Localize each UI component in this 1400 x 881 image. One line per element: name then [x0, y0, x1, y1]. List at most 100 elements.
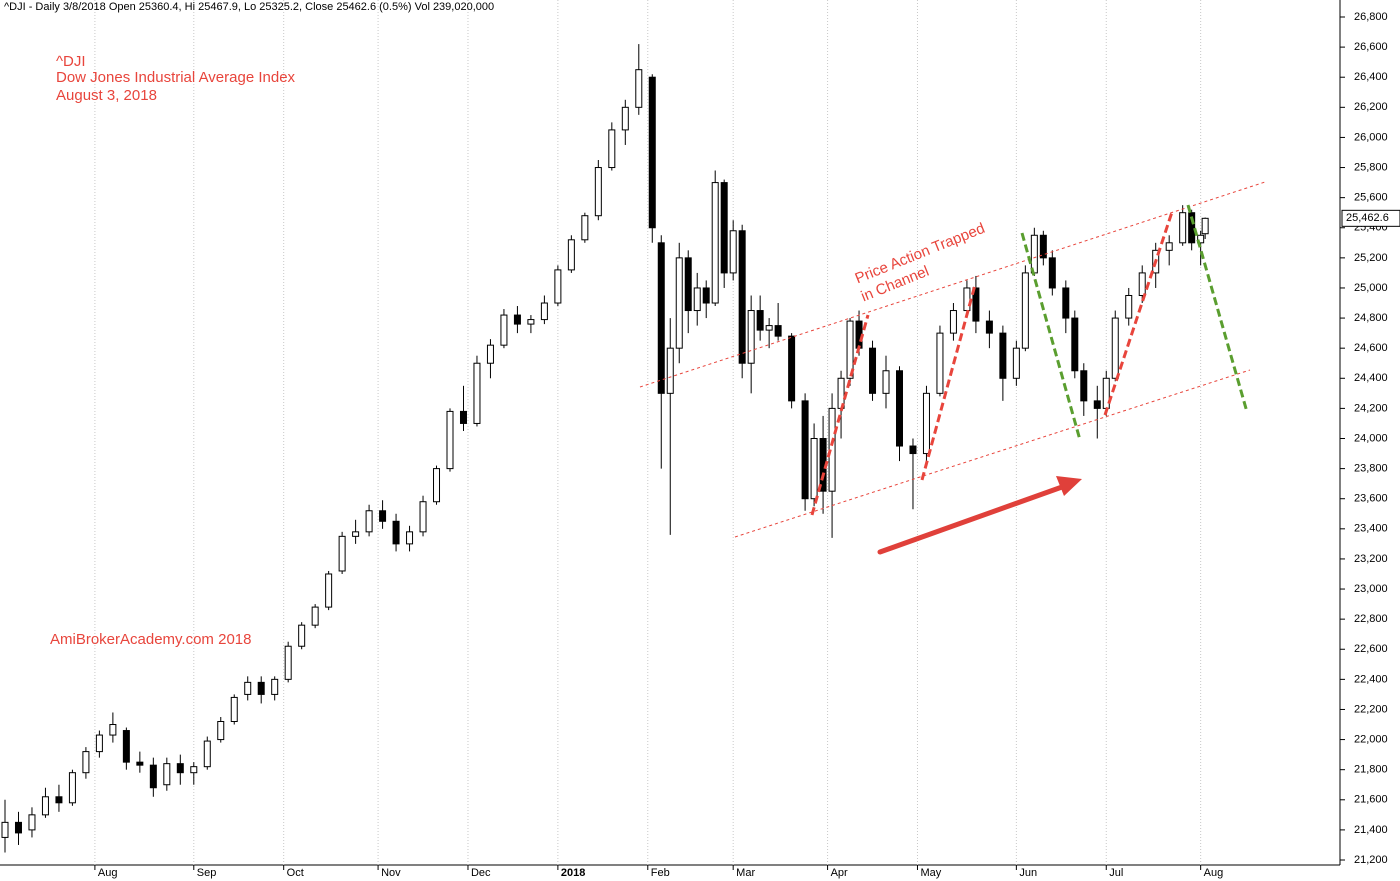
grid	[94, 0, 1202, 865]
y-tick-label: 22,000	[1354, 733, 1388, 745]
candle-body	[922, 392, 930, 455]
watermark: AmiBrokerAcademy.com 2018	[50, 631, 251, 648]
candle-body	[963, 287, 971, 312]
candle-body	[909, 445, 917, 455]
arrow-head	[1056, 476, 1082, 496]
candle-body	[729, 230, 737, 274]
candle-body	[325, 573, 333, 608]
candle-body	[635, 69, 643, 108]
candle-body	[311, 606, 319, 626]
candle-body	[365, 510, 373, 533]
x-tick-label: Mar	[736, 867, 755, 879]
y-tick-label: 22,800	[1354, 613, 1388, 625]
candle-body	[999, 332, 1007, 379]
candle-body	[68, 772, 76, 804]
x-tick-label: Feb	[651, 867, 670, 879]
candle-body	[1093, 400, 1101, 409]
x-tick-label: Apr	[831, 867, 848, 879]
y-tick-label: 25,800	[1354, 161, 1388, 173]
swing-up	[920, 284, 977, 481]
x-tick-label: Aug	[1204, 867, 1224, 879]
y-tick-label: 21,600	[1354, 794, 1388, 806]
candle-body	[711, 182, 719, 304]
candle-body	[406, 531, 414, 545]
y-tick-label: 21,200	[1354, 854, 1388, 866]
candle-body	[985, 320, 993, 334]
candle-body	[1039, 234, 1047, 259]
y-tick-label: 26,800	[1354, 11, 1388, 23]
y-tick-label: 26,000	[1354, 131, 1388, 143]
x-tick-label: Oct	[287, 867, 304, 879]
candle-body	[972, 287, 980, 322]
candle-body	[581, 215, 589, 241]
candle-body	[28, 814, 36, 831]
candle-body	[801, 400, 809, 500]
candle-body	[1125, 294, 1133, 319]
candle-body	[810, 438, 818, 500]
y-tick-label: 23,600	[1354, 493, 1388, 505]
candle-body	[1102, 377, 1110, 409]
date: August 3, 2018	[56, 87, 157, 104]
y-tick-label: 24,400	[1354, 372, 1388, 384]
y-tick-label: 22,400	[1354, 673, 1388, 685]
candle-body	[882, 370, 890, 394]
candle-body	[936, 332, 944, 394]
candle-body	[284, 645, 292, 680]
y-tick-label: 24,200	[1354, 402, 1388, 414]
candle-body	[419, 501, 427, 533]
candle-body	[244, 681, 252, 695]
candle-body	[122, 730, 130, 763]
candle-body	[230, 696, 238, 723]
candles	[1, 44, 1209, 853]
y-tick-label: 25,200	[1354, 252, 1388, 264]
x-tick-label: Sep	[197, 867, 217, 879]
x-tick-label: Nov	[381, 867, 401, 879]
candle-body	[895, 370, 903, 447]
candle-body	[608, 129, 616, 169]
channel-upper	[639, 181, 1266, 388]
candle-body	[540, 302, 548, 321]
candle-body	[1048, 257, 1056, 289]
x-tick-label: May	[920, 867, 941, 879]
swing-down	[1186, 204, 1249, 413]
candle-body	[702, 287, 710, 304]
candle-body	[55, 796, 63, 804]
candle-body	[621, 106, 629, 131]
candle-body	[869, 347, 877, 394]
candle-body	[747, 310, 755, 364]
x-tick-label: Dec	[471, 867, 491, 879]
candle-body	[657, 242, 665, 394]
subtitle: Dow Jones Industrial Average Index	[56, 69, 296, 86]
candle-body	[675, 257, 683, 349]
y-tick-label: 25,000	[1354, 282, 1388, 294]
channel-lower	[734, 369, 1251, 538]
last-price-box	[1341, 209, 1400, 227]
candle-body	[298, 624, 306, 647]
y-tick-label: 22,600	[1354, 643, 1388, 655]
candle-body	[1080, 370, 1088, 402]
candle-body	[1188, 212, 1196, 244]
candle-body	[257, 681, 265, 695]
candle-body	[1165, 242, 1173, 251]
candle-body	[338, 535, 346, 572]
candle-body	[459, 410, 467, 424]
candle-body	[648, 76, 656, 229]
candle-body	[1138, 272, 1146, 296]
candle-body	[1111, 317, 1119, 379]
candle-body	[14, 821, 22, 834]
candle-body	[500, 314, 508, 346]
candle-body	[756, 310, 764, 331]
y-tick-label: 21,400	[1354, 824, 1388, 836]
y-tick-label: 24,800	[1354, 312, 1388, 324]
candle-body	[1071, 317, 1079, 372]
candle-body	[41, 796, 49, 816]
y-tick-label: 24,600	[1354, 342, 1388, 354]
y-tick-label: 26,200	[1354, 101, 1388, 113]
x-tick-label: Jul	[1109, 867, 1123, 879]
candle-body	[1030, 234, 1038, 274]
candle-body	[109, 724, 117, 736]
candle-body	[392, 520, 400, 545]
candle-body	[1, 821, 9, 838]
y-tick-label: 24,000	[1354, 432, 1388, 444]
